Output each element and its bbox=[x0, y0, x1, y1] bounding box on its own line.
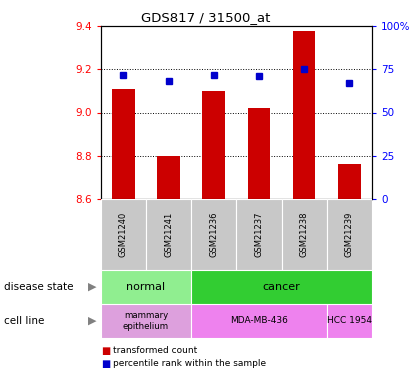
Text: GSM21238: GSM21238 bbox=[300, 211, 309, 257]
Bar bbox=[236, 199, 282, 270]
Text: mammary
epithelium: mammary epithelium bbox=[123, 310, 169, 331]
Text: MDA-MB-436: MDA-MB-436 bbox=[230, 316, 288, 325]
Bar bbox=[191, 199, 236, 270]
Bar bbox=[282, 199, 327, 270]
Bar bbox=[327, 199, 372, 270]
Bar bbox=[247, 108, 270, 199]
Bar bbox=[101, 270, 191, 304]
Text: GSM21236: GSM21236 bbox=[209, 211, 218, 257]
Bar bbox=[293, 30, 316, 199]
Bar bbox=[338, 164, 361, 199]
Text: GSM21241: GSM21241 bbox=[164, 212, 173, 257]
Text: GSM21239: GSM21239 bbox=[345, 211, 354, 257]
Text: cancer: cancer bbox=[263, 282, 300, 292]
Text: cell line: cell line bbox=[4, 316, 44, 326]
Text: ■: ■ bbox=[101, 346, 110, 355]
Text: GSM21237: GSM21237 bbox=[254, 211, 263, 257]
Bar bbox=[101, 304, 191, 338]
Bar bbox=[101, 199, 146, 270]
Bar bbox=[112, 89, 135, 199]
Bar bbox=[327, 304, 372, 338]
Text: normal: normal bbox=[126, 282, 166, 292]
Text: ▶: ▶ bbox=[88, 282, 97, 292]
Bar bbox=[146, 199, 191, 270]
Text: HCC 1954: HCC 1954 bbox=[327, 316, 372, 325]
Bar bbox=[157, 156, 180, 199]
Text: ▶: ▶ bbox=[88, 316, 97, 326]
Text: ■: ■ bbox=[101, 359, 110, 369]
Bar bbox=[191, 304, 327, 338]
Text: disease state: disease state bbox=[4, 282, 74, 292]
Text: transformed count: transformed count bbox=[113, 346, 197, 355]
Bar bbox=[191, 270, 372, 304]
Bar bbox=[202, 91, 225, 199]
Text: GSM21240: GSM21240 bbox=[119, 212, 128, 257]
Text: percentile rank within the sample: percentile rank within the sample bbox=[113, 359, 266, 368]
Text: GDS817 / 31500_at: GDS817 / 31500_at bbox=[141, 11, 270, 24]
